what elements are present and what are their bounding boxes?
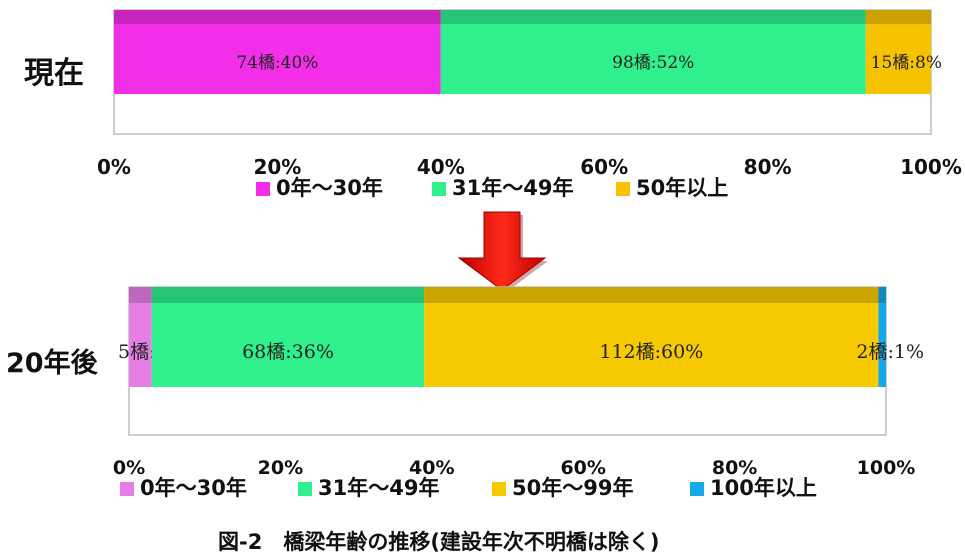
legend-item: 50年～99年 [492, 476, 633, 500]
x-tick-label: 80% [744, 155, 792, 179]
bar-segment-top [129, 287, 152, 303]
legend-item: 0年～30年 [120, 476, 247, 500]
chart-1-x-ticks: 0% 20% 40% 60% 80% 100% [97, 155, 962, 179]
legend-item: 31年～49年 [432, 176, 573, 200]
chart-2-bars: 5橋:3%68橋:36%112橋:60%2橋:1% [118, 287, 924, 387]
x-tick-label: 40% [417, 155, 465, 179]
x-tick-label: 20% [258, 457, 303, 479]
legend-swatch [492, 482, 506, 496]
bar-data-label: 68橋:36% [242, 341, 334, 363]
bar-segment-top [114, 10, 441, 24]
legend-item: 50年以上 [616, 176, 728, 200]
x-tick-label: 0% [97, 155, 131, 179]
chart-1-category-label: 現在 [24, 56, 84, 91]
x-tick-label: 0% [113, 457, 145, 479]
legend-label: 0年～30年 [140, 476, 247, 500]
legend-swatch [432, 182, 446, 196]
bar-segment-top [424, 287, 879, 303]
bar-data-label: 2橋:1% [856, 341, 924, 363]
legend-item: 0年～30年 [256, 176, 383, 200]
x-tick-label: 40% [409, 457, 454, 479]
figure-caption: 図-2 橋梁年齢の推移(建設年次不明橋は除く) [218, 530, 660, 554]
legend-label: 31年～49年 [452, 176, 573, 200]
legend-item: 31年～49年 [298, 476, 439, 500]
chart-1: 現在 74橋:40% 98橋:52% 15橋:8% 0% 20% 40% 60% 80% 10… [24, 9, 962, 200]
legend-swatch [690, 482, 704, 496]
bar-segment-top [440, 10, 866, 24]
chart-2-x-ticks: 0% 20% 40% 60% 80% 100% [113, 457, 915, 479]
bar-data-label: 15橋:8% [871, 53, 942, 73]
bar-data-label: 112橋:60% [599, 341, 703, 363]
bar-segment: 2橋:1% [856, 287, 924, 387]
bar-segment: 98橋:52% [440, 10, 866, 94]
bar-segment: 15橋:8% [865, 10, 942, 94]
bar-segment-top [151, 287, 425, 303]
bar-segment-rect [878, 287, 886, 387]
legend-swatch [298, 482, 312, 496]
legend-label: 100年以上 [710, 476, 817, 500]
bar-segment-rect [151, 287, 425, 387]
bar-segment: 112橋:60% [424, 287, 879, 387]
chart-2: 20年後 5橋:3%68橋:36%112橋:60%2橋:1% 0%20%40%6… [6, 286, 924, 500]
bar-segment-rect [129, 287, 152, 387]
x-tick-label: 100% [900, 155, 962, 179]
bar-data-label: 98橋:52% [612, 53, 694, 73]
x-tick-label: 80% [712, 457, 757, 479]
chart-1-legend: 0年～30年 31年～49年 50年以上 [256, 176, 728, 200]
legend-label: 50年～99年 [512, 476, 633, 500]
bar-segment-top [865, 10, 931, 24]
chart-2-legend: 0年～30年 31年～49年 50年～99年 100年以上 [120, 476, 817, 500]
legend-swatch [256, 182, 270, 196]
legend-label: 0年～30年 [276, 176, 383, 200]
legend-label: 50年以上 [636, 176, 728, 200]
bar-segment: 74橋:40% [114, 10, 441, 94]
legend-item: 100年以上 [690, 476, 817, 500]
x-tick-label: 60% [560, 457, 605, 479]
legend-swatch [616, 182, 630, 196]
chart-1-bars: 74橋:40% 98橋:52% 15橋:8% [114, 10, 942, 94]
down-arrow-icon [457, 211, 548, 293]
bar-segment: 68橋:36% [151, 287, 425, 387]
bar-segment-top [878, 287, 886, 303]
legend-swatch [120, 482, 134, 496]
bar-segment-rect [424, 287, 879, 387]
legend-label: 31年～49年 [318, 476, 439, 500]
chart-2-category-label: 20年後 [6, 347, 99, 379]
bar-data-label: 74橋:40% [236, 53, 318, 73]
x-tick-label: 100% [857, 457, 916, 479]
x-tick-label: 20% [253, 155, 301, 179]
x-tick-label: 60% [580, 155, 628, 179]
